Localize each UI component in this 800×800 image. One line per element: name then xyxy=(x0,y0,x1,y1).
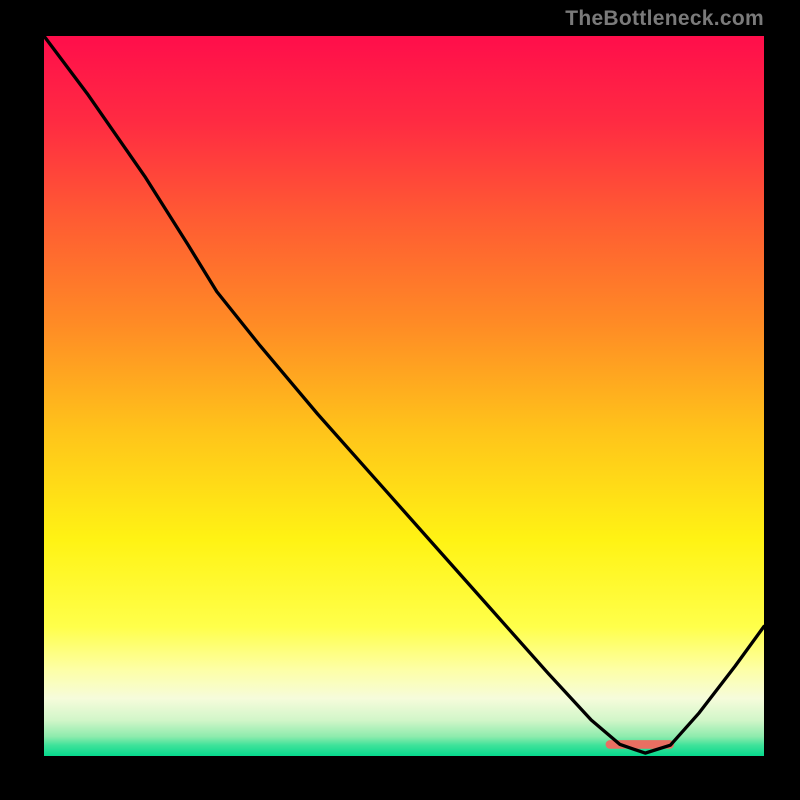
bottleneck-chart xyxy=(44,36,764,756)
gradient-background xyxy=(44,36,764,756)
attribution-label: TheBottleneck.com xyxy=(565,7,764,31)
chart-svg xyxy=(44,36,764,756)
